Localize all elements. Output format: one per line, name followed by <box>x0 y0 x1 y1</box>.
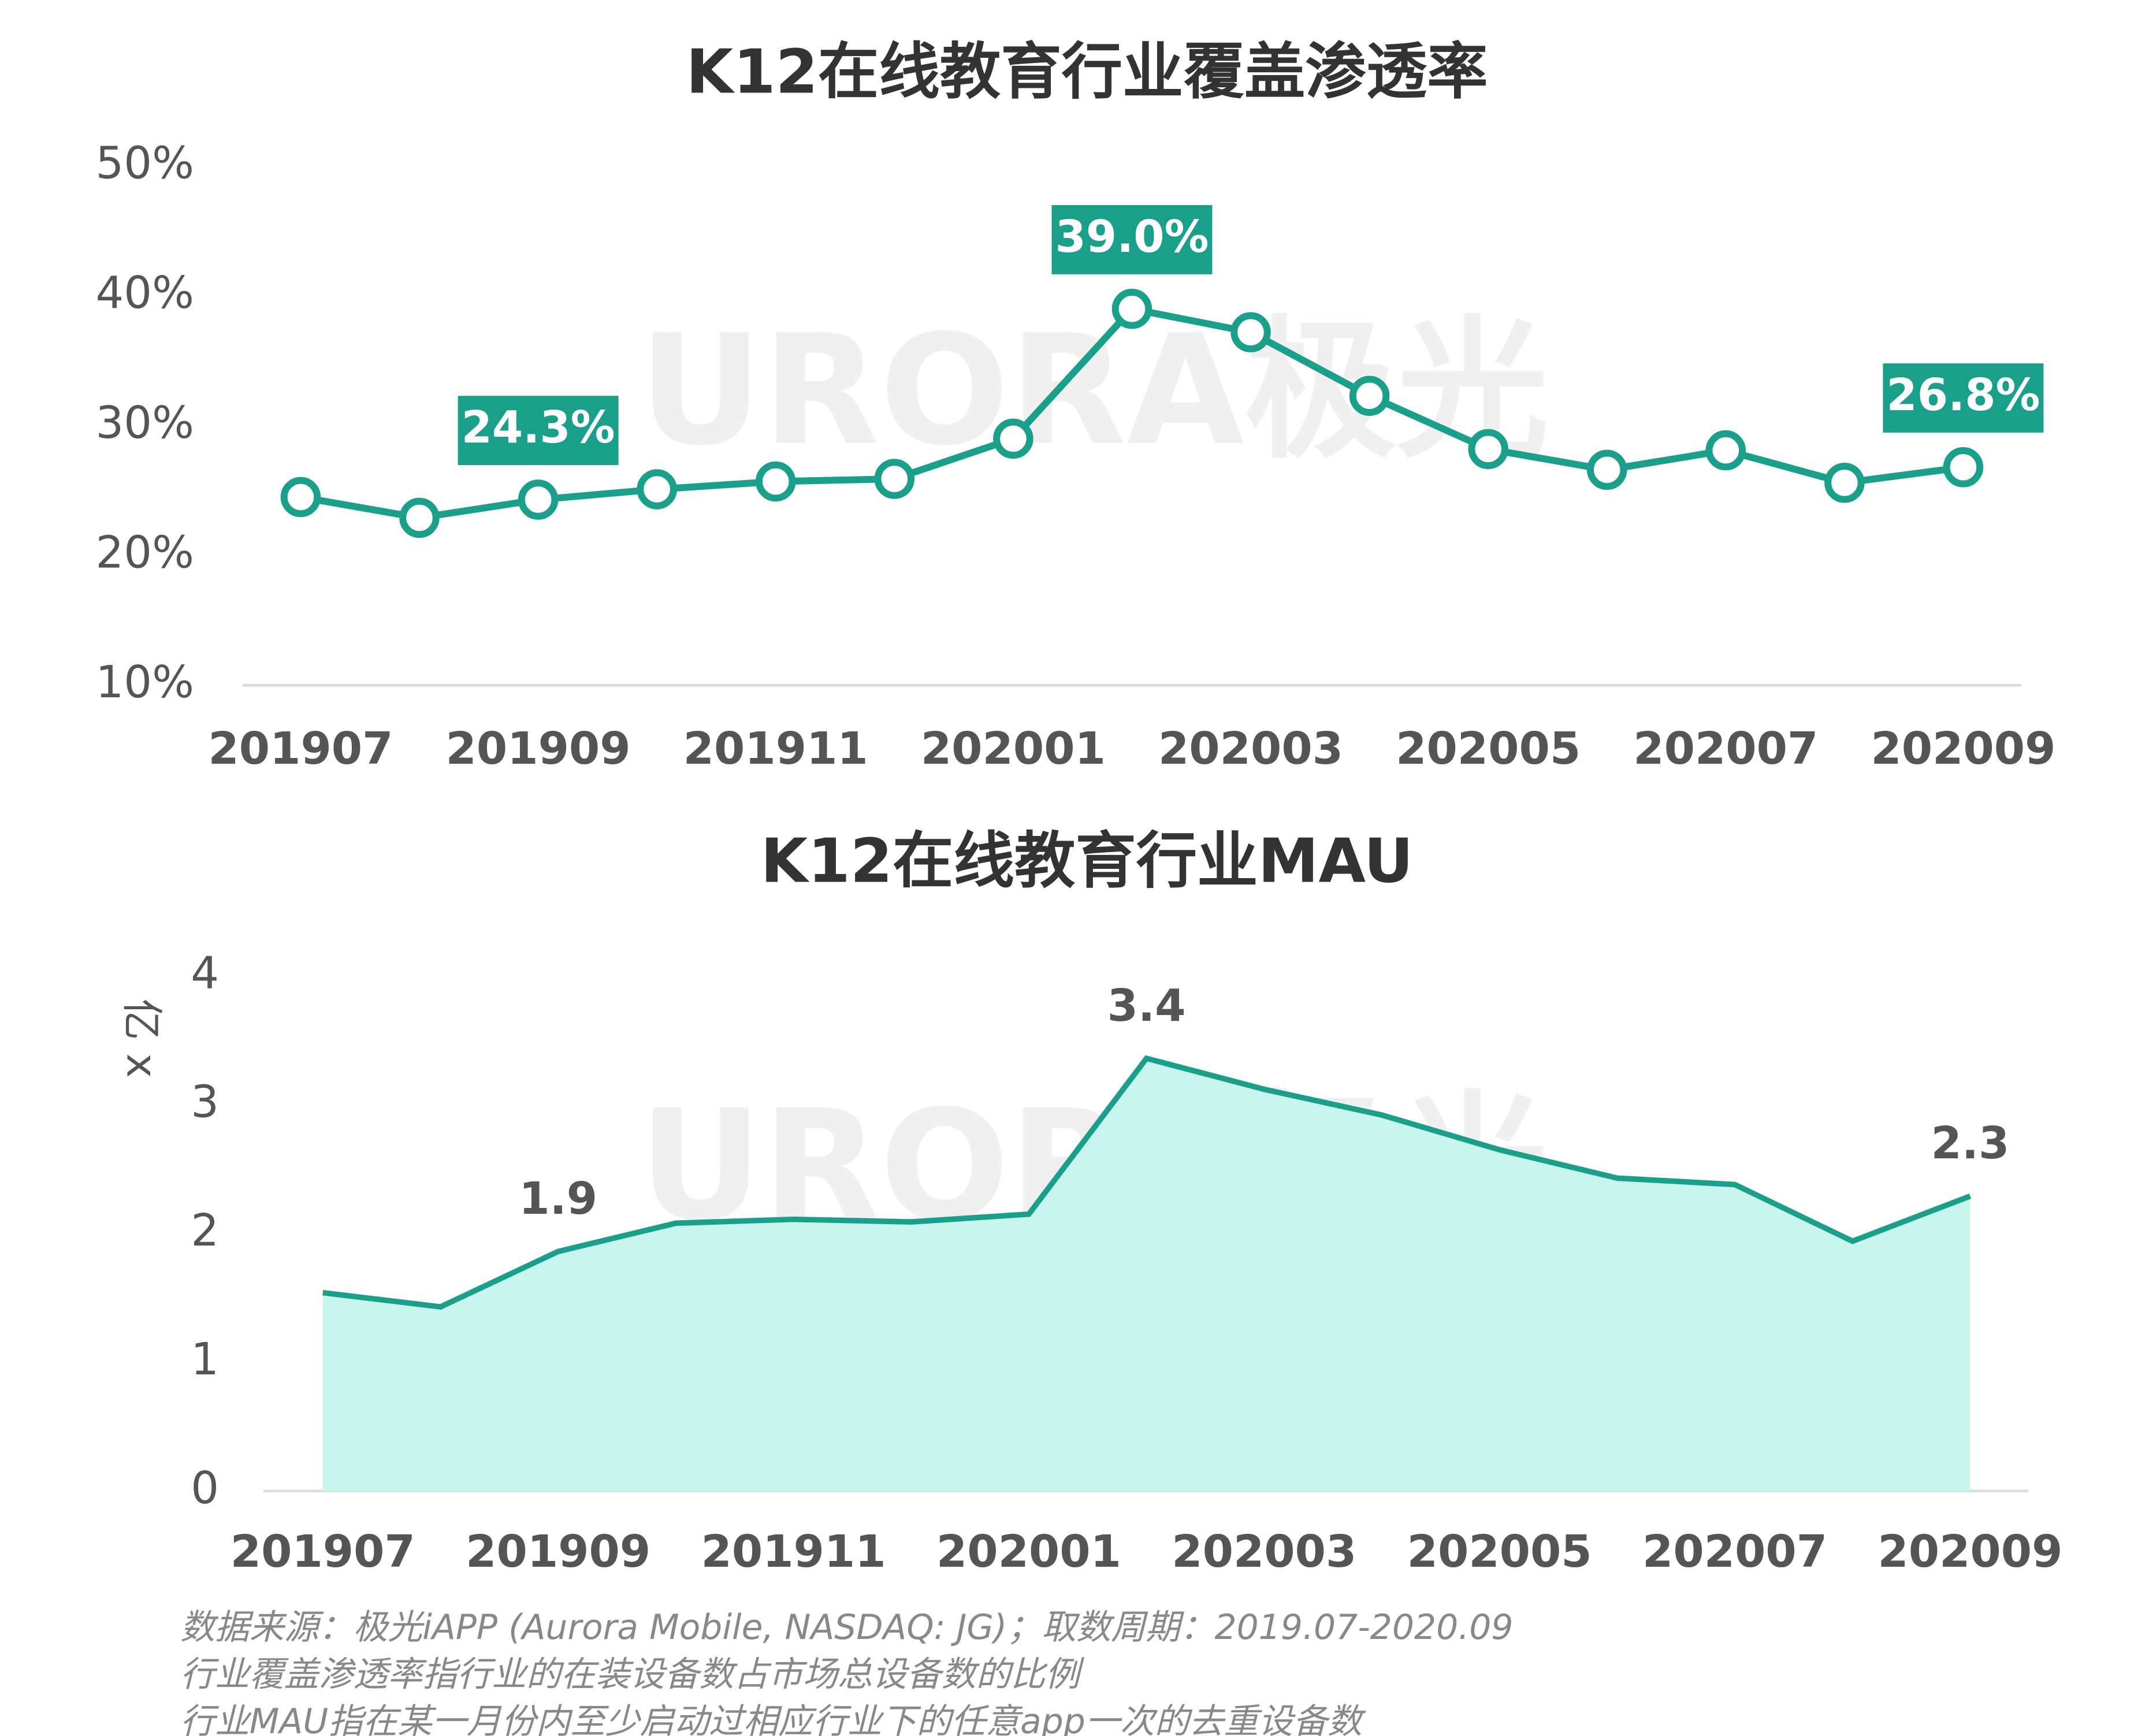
x-tick-label: 202007 <box>1633 723 1818 775</box>
footnote: 数据来源：极光iAPP (Aurora Mobile, NASDAQ: JG)；… <box>180 1607 1514 1648</box>
chart-title: K12在线教育行业覆盖渗透率 <box>686 36 1488 107</box>
marker <box>518 479 559 520</box>
y-tick-label: 2 <box>191 1205 219 1257</box>
marker <box>1824 462 1865 503</box>
value-label-box <box>1883 363 2044 433</box>
marker <box>1349 376 1390 416</box>
x-tick-label: 202003 <box>1158 723 1343 775</box>
marker <box>1705 430 1746 471</box>
x-tick-label: 202005 <box>1407 1526 1592 1578</box>
value-label: 1.9 <box>519 1173 597 1225</box>
x-tick-label: 201911 <box>683 723 868 775</box>
y-tick-label: 30% <box>96 397 194 449</box>
x-tick-label: 202007 <box>1642 1526 1827 1578</box>
y-tick-label: 0 <box>191 1463 219 1514</box>
value-label: 24.3% <box>462 402 615 453</box>
value-label: 2.3 <box>1931 1118 2010 1169</box>
marker <box>1230 312 1271 352</box>
y-tick-label: 40% <box>96 267 194 319</box>
line <box>322 1055 1972 1310</box>
marker <box>280 477 321 518</box>
y-tick-label: 50% <box>96 138 194 189</box>
marker <box>637 469 677 510</box>
marker <box>1111 288 1152 329</box>
y-tick-label: 3 <box>191 1076 219 1128</box>
x-tick-label: 202001 <box>936 1526 1121 1578</box>
x-tick-label: 202009 <box>1871 723 2055 775</box>
x-tick-label: 202009 <box>1877 1526 2062 1578</box>
y-tick-label: 4 <box>191 947 219 999</box>
chart-title: K12在线教育行业MAU <box>761 826 1414 897</box>
marker <box>993 418 1033 459</box>
y-tick-label: 10% <box>96 657 194 708</box>
value-label: 3.4 <box>1107 980 1186 1032</box>
value-label: 39.0% <box>1055 211 1209 263</box>
value-label-box <box>458 396 619 466</box>
x-tick-label: 202003 <box>1172 1526 1356 1578</box>
x-tick-label: 201907 <box>208 723 393 775</box>
footnote: 行业覆盖渗透率指行业的在装设备数占市场总设备数的比例 <box>180 1655 1084 1695</box>
value-label-box <box>1051 205 1213 274</box>
x-tick-label: 201909 <box>446 723 631 775</box>
x-tick-label: 202001 <box>921 723 1106 775</box>
marker <box>755 461 796 502</box>
x-tick-label: 201907 <box>230 1526 415 1578</box>
marker <box>1943 447 1984 488</box>
x-tick-label: 202005 <box>1396 723 1581 775</box>
y-tick-label: 20% <box>96 527 194 579</box>
marker <box>1586 449 1627 490</box>
footnote: 行业MAU指在某一月份内至少启动过相应行业下的任意app一次的去重设备数 <box>180 1701 1366 1736</box>
y-axis-label: 亿 x <box>118 999 166 1078</box>
marker <box>1468 429 1508 470</box>
watermark: URORA极光 <box>639 302 1549 479</box>
marker <box>399 497 440 538</box>
x-tick-label: 201909 <box>466 1526 650 1578</box>
marker <box>874 459 915 499</box>
value-label: 26.8% <box>1886 370 2040 421</box>
y-tick-label: 1 <box>191 1334 219 1385</box>
x-tick-label: 201911 <box>701 1526 886 1578</box>
